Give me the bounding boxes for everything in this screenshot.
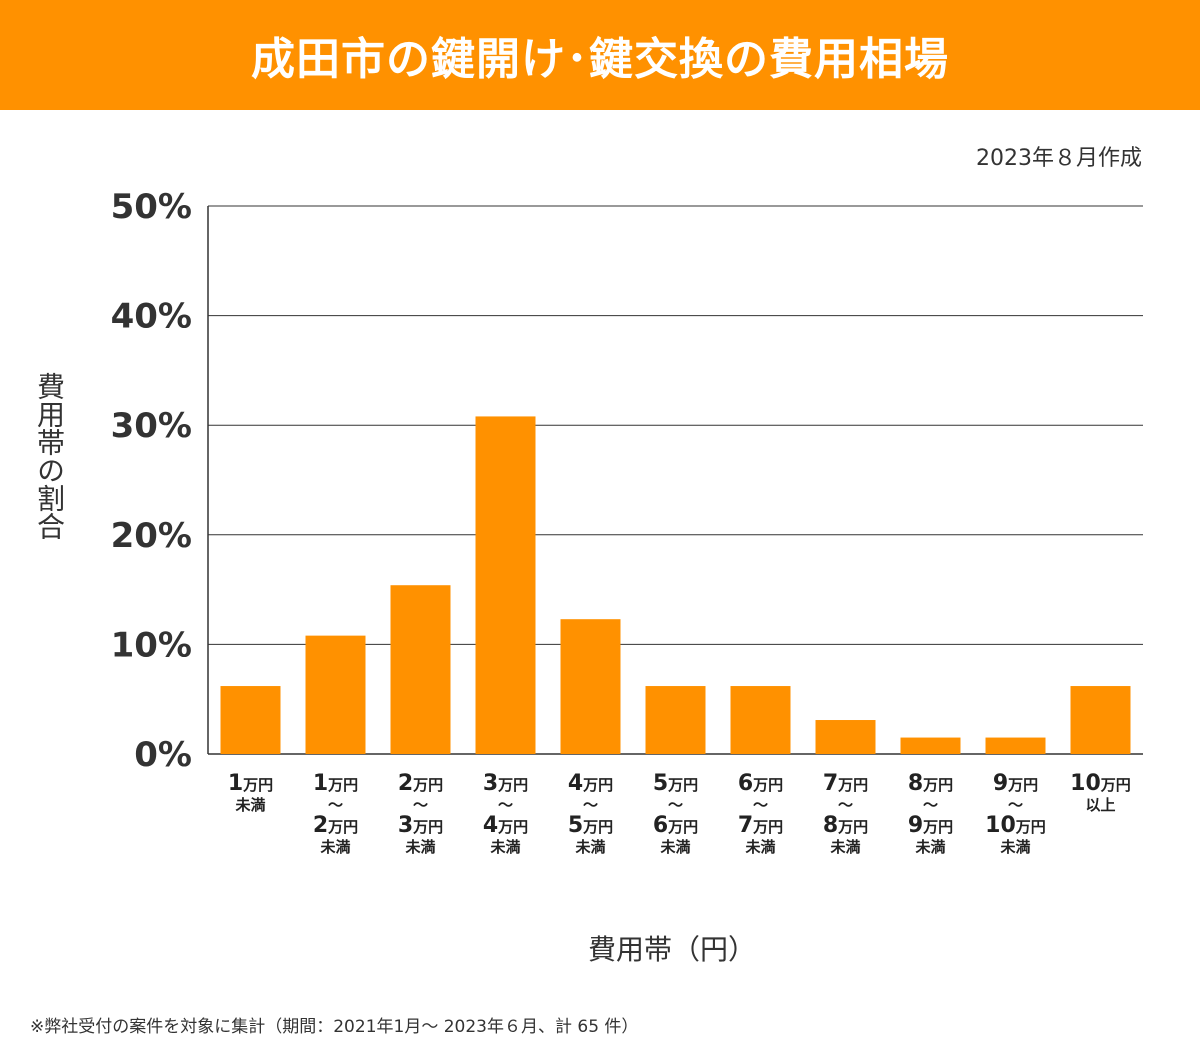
bar bbox=[305, 635, 366, 754]
x-tick-label: 以上 bbox=[1085, 796, 1115, 814]
x-tick-label: 6万円 bbox=[738, 771, 783, 796]
bar bbox=[730, 686, 791, 754]
x-tick-label: ～ bbox=[668, 796, 683, 814]
x-tick-label: 未満 bbox=[659, 838, 690, 856]
y-tick-label: 20% bbox=[111, 516, 192, 556]
header-banner: 成田市の鍵開け･鍵交換の費用相場 bbox=[0, 0, 1200, 110]
x-tick-label: ～ bbox=[923, 796, 938, 814]
x-tick-label: 3万円 bbox=[398, 813, 443, 838]
y-tick-label: 0% bbox=[134, 735, 192, 775]
x-tick-label: 未満 bbox=[914, 838, 945, 856]
x-tick-label: 1万円 bbox=[228, 771, 273, 796]
x-tick-label: ～ bbox=[583, 796, 598, 814]
x-tick-label: 8万円 bbox=[908, 771, 953, 796]
x-tick-label: 未満 bbox=[999, 838, 1030, 856]
x-tick-label: 1万円 bbox=[313, 771, 358, 796]
x-tick-label: 未満 bbox=[234, 796, 265, 814]
x-tick-label: 9万円 bbox=[993, 771, 1038, 796]
y-tick-label: 50% bbox=[111, 187, 192, 227]
x-tick-label: ～ bbox=[328, 796, 343, 814]
x-tick-label: 3万円 bbox=[483, 771, 528, 796]
x-tick-label: 4万円 bbox=[483, 813, 528, 838]
x-tick-label: 10万円 bbox=[985, 813, 1046, 838]
x-tick-label: 未満 bbox=[744, 838, 775, 856]
y-axis-label: 費用帯の割合 bbox=[33, 372, 66, 540]
x-tick-label: 10万円 bbox=[1070, 771, 1131, 796]
footnote: ※弊社受付の案件を対象に集計（期間：2021年1月～ 2023年６月、計 65 … bbox=[30, 1017, 639, 1037]
y-tick-label: 40% bbox=[111, 297, 192, 337]
x-tick-label: ～ bbox=[838, 796, 853, 814]
x-tick-label: 未満 bbox=[829, 838, 860, 856]
x-tick-label: ～ bbox=[413, 796, 428, 814]
bar bbox=[985, 737, 1046, 754]
x-tick-label: 未満 bbox=[574, 838, 605, 856]
x-tick-label: 5万円 bbox=[568, 813, 613, 838]
x-tick-label: ～ bbox=[753, 796, 768, 814]
bar bbox=[475, 416, 536, 754]
x-tick-label: ～ bbox=[1008, 796, 1023, 814]
created-date: 2023年８月作成 bbox=[976, 146, 1142, 171]
x-tick-label: 未満 bbox=[489, 838, 520, 856]
bar bbox=[1070, 686, 1131, 754]
x-tick-label: 7万円 bbox=[738, 813, 783, 838]
bar bbox=[815, 720, 876, 754]
x-tick-label: 2万円 bbox=[398, 771, 443, 796]
x-tick-label: ～ bbox=[498, 796, 513, 814]
y-tick-label: 10% bbox=[111, 625, 192, 665]
x-tick-label: 8万円 bbox=[823, 813, 868, 838]
chart-title: 成田市の鍵開け･鍵交換の費用相場 bbox=[251, 34, 949, 85]
x-tick-label: 7万円 bbox=[823, 771, 868, 796]
bar bbox=[560, 619, 621, 754]
x-axis-label: 費用帯（円） bbox=[588, 933, 757, 966]
bar bbox=[645, 686, 706, 754]
x-tick-label: 4万円 bbox=[568, 771, 613, 796]
bar bbox=[220, 686, 281, 754]
bar bbox=[390, 585, 451, 754]
y-tick-label: 30% bbox=[111, 406, 192, 446]
x-tick-label: 6万円 bbox=[653, 813, 698, 838]
x-tick-label: 未満 bbox=[319, 838, 350, 856]
x-tick-label: 未満 bbox=[404, 838, 435, 856]
bar bbox=[900, 737, 961, 754]
x-tick-label: 2万円 bbox=[313, 813, 358, 838]
x-tick-label: 5万円 bbox=[653, 771, 698, 796]
x-tick-label: 9万円 bbox=[908, 813, 953, 838]
